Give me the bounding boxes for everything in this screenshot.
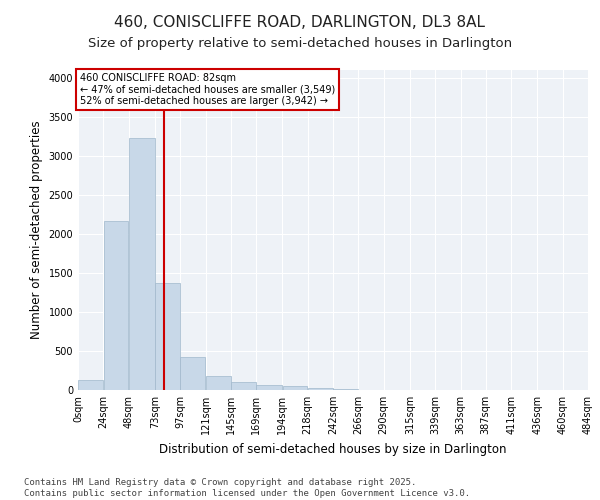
- Bar: [181, 357, 205, 390]
- Bar: [129, 138, 155, 390]
- Bar: [256, 386, 282, 390]
- Text: 460 CONISCLIFFE ROAD: 82sqm
← 47% of semi-detached houses are smaller (3,549)
52: 460 CONISCLIFFE ROAD: 82sqm ← 47% of sem…: [80, 73, 335, 106]
- Text: 460, CONISCLIFFE ROAD, DARLINGTON, DL3 8AL: 460, CONISCLIFFE ROAD, DARLINGTON, DL3 8…: [115, 15, 485, 30]
- Bar: [333, 389, 358, 390]
- Bar: [206, 376, 230, 390]
- Text: Contains HM Land Registry data © Crown copyright and database right 2025.
Contai: Contains HM Land Registry data © Crown c…: [24, 478, 470, 498]
- Bar: [231, 382, 256, 390]
- Bar: [104, 220, 128, 390]
- Text: Size of property relative to semi-detached houses in Darlington: Size of property relative to semi-detach…: [88, 38, 512, 51]
- X-axis label: Distribution of semi-detached houses by size in Darlington: Distribution of semi-detached houses by …: [159, 442, 507, 456]
- Y-axis label: Number of semi-detached properties: Number of semi-detached properties: [30, 120, 43, 340]
- Bar: [308, 388, 333, 390]
- Bar: [283, 386, 307, 390]
- Bar: [78, 380, 103, 390]
- Bar: [155, 283, 180, 390]
